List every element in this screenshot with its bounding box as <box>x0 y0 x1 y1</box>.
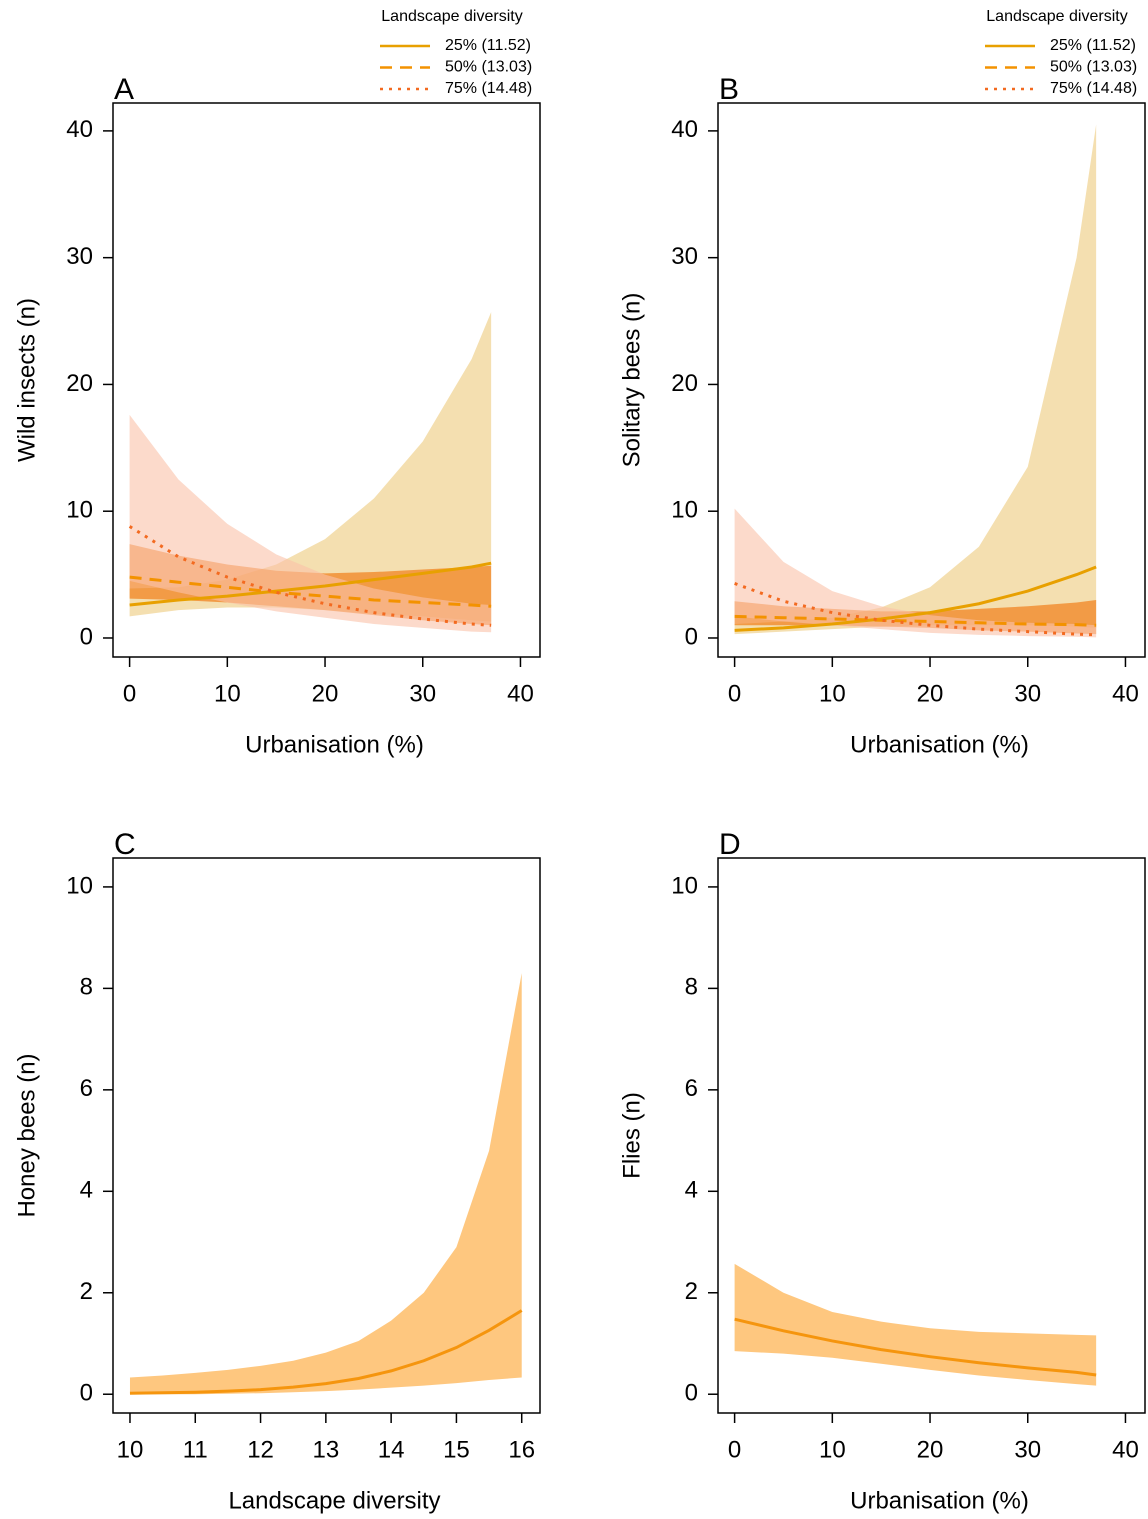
y-tick-label: 2 <box>685 1278 698 1305</box>
x-tick-label: 10 <box>819 680 846 707</box>
y-tick-label: 40 <box>671 116 698 143</box>
plot-frame <box>717 102 1146 658</box>
x-axis-title: Urbanisation (%) <box>245 731 424 758</box>
panel-label: A <box>114 73 134 106</box>
plot-frame <box>717 857 1146 1414</box>
legend-label: 50% (13.03) <box>445 59 532 76</box>
y-tick-label: 6 <box>80 1075 93 1102</box>
legend-title: Landscape diversity <box>986 8 1127 25</box>
x-tick-label: 20 <box>312 680 339 707</box>
panel-label: B <box>719 73 739 106</box>
y-tick-label: 10 <box>66 497 93 524</box>
y-tick-label: 0 <box>80 1380 93 1407</box>
confidence-band <box>129 414 492 633</box>
x-tick-label: 11 <box>183 1436 208 1463</box>
confidence-band <box>734 1263 1097 1386</box>
x-tick-label: 14 <box>378 1436 405 1463</box>
y-tick-label: 20 <box>671 370 698 397</box>
legend-label: 25% (11.52) <box>445 37 531 54</box>
confidence-band <box>129 973 522 1395</box>
y-tick-label: 0 <box>685 623 698 650</box>
x-axis-title: Urbanisation (%) <box>850 1487 1029 1514</box>
y-tick-label: 8 <box>80 974 93 1001</box>
y-tick-label: 40 <box>66 116 93 143</box>
x-axis-title: Landscape diversity <box>228 1487 440 1514</box>
y-tick-label: 4 <box>80 1177 93 1204</box>
panel-label: D <box>719 828 741 861</box>
fit-line <box>734 565 1097 632</box>
legend-label: 75% (14.48) <box>445 80 532 97</box>
x-tick-label: 16 <box>508 1436 535 1463</box>
x-tick-label: 0 <box>123 680 136 707</box>
confidence-band <box>129 312 492 622</box>
x-tick-label: 20 <box>917 1436 944 1463</box>
x-tick-label: 40 <box>507 680 534 707</box>
fit-line <box>734 582 1097 637</box>
y-tick-label: 10 <box>66 872 93 899</box>
fit-line <box>129 561 492 607</box>
fit-line <box>734 614 1097 627</box>
x-tick-label: 10 <box>117 1436 144 1463</box>
legend-label: 25% (11.52) <box>1050 37 1136 54</box>
y-tick-label: 6 <box>685 1075 698 1102</box>
y-tick-label: 4 <box>685 1177 698 1204</box>
x-tick-label: 20 <box>917 680 944 707</box>
x-axis-title: Urbanisation (%) <box>850 731 1029 758</box>
y-tick-label: 8 <box>685 974 698 1001</box>
plot-frame <box>112 102 541 658</box>
confidence-band <box>734 508 1097 638</box>
x-tick-label: 40 <box>1112 1436 1139 1463</box>
x-tick-label: 30 <box>409 680 436 707</box>
y-tick-label: 2 <box>80 1278 93 1305</box>
x-tick-label: 30 <box>1014 680 1041 707</box>
y-tick-label: 0 <box>80 623 93 650</box>
fit-line <box>129 575 492 608</box>
y-tick-label: 20 <box>66 370 93 397</box>
y-tick-label: 10 <box>671 497 698 524</box>
y-tick-label: 10 <box>671 872 698 899</box>
y-tick-label: 0 <box>685 1380 698 1407</box>
panel-label: C <box>114 828 136 861</box>
y-axis-title: Wild insects (n) <box>13 298 40 462</box>
fit-line <box>129 1309 523 1395</box>
x-tick-label: 10 <box>214 680 241 707</box>
x-tick-label: 40 <box>1112 680 1139 707</box>
y-axis-title: Solitary bees (n) <box>618 293 645 468</box>
y-axis-title: Flies (n) <box>618 1092 645 1179</box>
x-tick-label: 30 <box>1014 1436 1041 1463</box>
legend-label: 75% (14.48) <box>1050 80 1137 97</box>
legend-label: 50% (13.03) <box>1050 59 1137 76</box>
fit-line <box>128 525 492 627</box>
y-tick-label: 30 <box>671 243 698 270</box>
x-tick-label: 10 <box>819 1436 846 1463</box>
x-tick-label: 12 <box>247 1436 274 1463</box>
x-tick-label: 0 <box>728 680 741 707</box>
confidence-band <box>734 124 1097 635</box>
y-tick-label: 30 <box>66 243 93 270</box>
x-tick-label: 15 <box>443 1436 470 1463</box>
x-tick-label: 0 <box>728 1436 741 1463</box>
x-tick-label: 13 <box>312 1436 339 1463</box>
fit-line <box>734 1317 1097 1377</box>
legend-title: Landscape diversity <box>381 8 522 25</box>
y-axis-title: Honey bees (n) <box>13 1053 40 1217</box>
